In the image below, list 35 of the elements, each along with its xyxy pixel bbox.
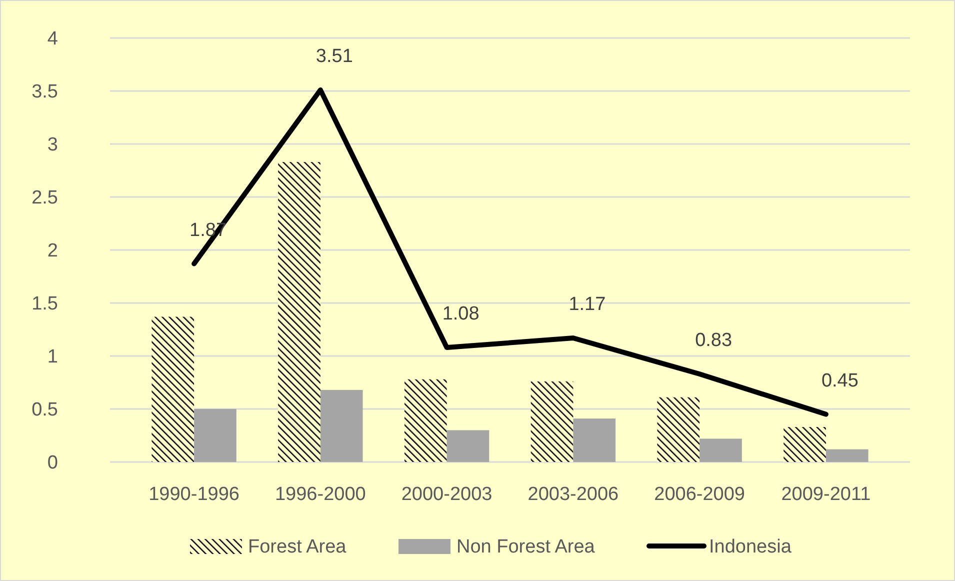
legend-label: Forest Area xyxy=(248,536,347,558)
data-label: 1.08 xyxy=(442,304,480,325)
x-tick-label: 2003-2006 xyxy=(528,484,619,505)
y-tick-label: 1.5 xyxy=(32,294,58,315)
bar xyxy=(194,409,236,462)
bar xyxy=(657,397,700,462)
bar xyxy=(152,316,194,462)
bar xyxy=(700,438,742,462)
bar xyxy=(404,379,447,462)
y-tick-label: 3 xyxy=(47,134,58,156)
legend-label: Indonesia xyxy=(709,536,792,558)
bar xyxy=(446,430,490,462)
y-tick-label: 4 xyxy=(47,28,58,50)
bar xyxy=(784,427,826,462)
x-tick-label: 1990-1996 xyxy=(148,484,240,505)
bar xyxy=(278,162,320,462)
legend-label: Non Forest Area xyxy=(456,536,596,558)
data-label: 0.45 xyxy=(821,370,858,392)
data-label: 0.83 xyxy=(695,330,732,352)
bar xyxy=(320,390,363,462)
data-label: 3.51 xyxy=(316,46,353,67)
x-tick-label: 2000-2003 xyxy=(401,484,492,505)
x-tick-label: 1996-2000 xyxy=(274,484,366,505)
y-tick-label: 0 xyxy=(47,452,58,474)
x-tick-label: 2006-2009 xyxy=(654,484,746,505)
y-tick-label: 2.5 xyxy=(32,188,58,209)
y-tick-label: 2 xyxy=(47,240,58,262)
bar xyxy=(573,418,616,462)
y-tick-label: 0.5 xyxy=(32,400,58,421)
y-tick-label: 1 xyxy=(47,346,58,368)
bar xyxy=(826,449,868,462)
data-label: 1.17 xyxy=(568,294,606,315)
bar xyxy=(530,381,574,462)
x-tick-label: 2009-2011 xyxy=(781,484,871,505)
y-tick-label: 3.5 xyxy=(32,82,58,103)
